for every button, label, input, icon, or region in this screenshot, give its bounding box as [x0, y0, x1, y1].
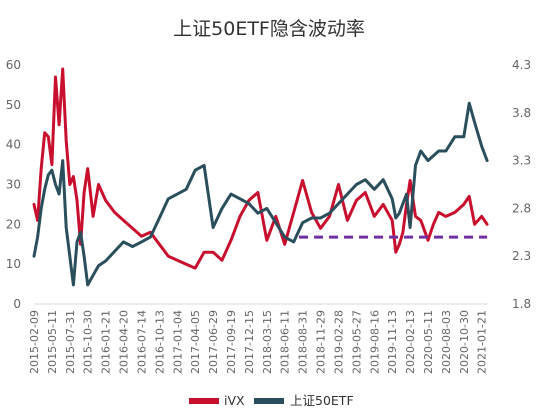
x-tick-label: 2016-04-20	[118, 310, 131, 374]
x-tick-label: 2018-11-29	[315, 310, 328, 374]
x-tick-label: 2020-05-11	[422, 310, 435, 374]
x-tick-label: 2015-10-30	[82, 310, 95, 374]
y-left-tick-label: 50	[6, 98, 21, 112]
y-left-tick-label: 60	[6, 58, 21, 72]
legend-swatch-ivx	[189, 398, 219, 404]
x-tick-label: 2017-01-04	[171, 310, 184, 374]
x-tick-label: 2017-12-15	[243, 310, 256, 374]
x-tick-label: 2015-02-09	[28, 310, 41, 374]
y-left-tick-label: 30	[6, 178, 21, 192]
x-tick-label: 2018-08-31	[297, 310, 310, 374]
x-tick-label: 2018-06-11	[279, 310, 292, 374]
x-tick-label: 2020-10-30	[458, 310, 471, 374]
x-tick-label: 2016-10-13	[153, 310, 166, 374]
x-tick-label: 2015-07-31	[64, 310, 77, 374]
y-axis-right-ticks: 1.8 2.3 2.8 3.3 3.8 4.3	[512, 58, 531, 311]
x-tick-label: 2017-09-19	[225, 310, 238, 374]
x-tick-label: 2019-05-27	[350, 310, 363, 374]
x-tick-label: 2019-08-16	[368, 310, 381, 374]
series-line-etf	[32, 101, 489, 287]
y-right-tick-label: 2.3	[512, 249, 531, 263]
x-tick-label: 2020-02-13	[404, 310, 417, 374]
legend-swatch-etf	[254, 398, 284, 404]
y-axis-left-ticks: 0 10 20 30 40 50 60	[6, 58, 21, 311]
x-tick-label: 2019-02-28	[332, 310, 345, 374]
y-left-tick-label: 20	[6, 217, 21, 231]
x-axis-ticks: 2015-02-09 2015-05-11 2015-07-31 2015-10-30…	[28, 310, 489, 374]
x-tick-label: 2016-01-21	[100, 310, 113, 374]
y-right-tick-label: 2.8	[512, 201, 531, 215]
y-right-tick-label: 1.8	[512, 297, 531, 311]
legend-label-ivx: iVX	[224, 393, 245, 408]
x-tick-label: 2016-07-14	[135, 310, 148, 374]
y-left-tick-label: 10	[6, 257, 21, 271]
series-layer	[32, 67, 489, 287]
legend-label-etf: 上证50ETF	[290, 393, 354, 408]
x-tick-label: 2021-01-21	[476, 310, 489, 374]
y-right-tick-label: 3.3	[512, 154, 531, 168]
legend: iVX 上证50ETF	[189, 393, 354, 408]
y-right-tick-label: 4.3	[512, 58, 531, 72]
x-tick-label: 2018-03-15	[261, 310, 274, 374]
x-tick-label: 2017-04-05	[189, 310, 202, 374]
x-tick-label: 2017-06-29	[207, 310, 220, 374]
chart-title: 上证50ETF隐含波动率	[173, 18, 365, 40]
y-left-tick-label: 0	[13, 297, 21, 311]
x-tick-label: 2019-11-13	[386, 310, 399, 374]
x-tick-label: 2020-08-03	[440, 310, 453, 374]
series-line-ivx	[32, 67, 489, 270]
y-left-tick-label: 40	[6, 138, 21, 152]
x-tick-label: 2015-05-11	[46, 310, 59, 374]
y-right-tick-label: 3.8	[512, 106, 531, 120]
